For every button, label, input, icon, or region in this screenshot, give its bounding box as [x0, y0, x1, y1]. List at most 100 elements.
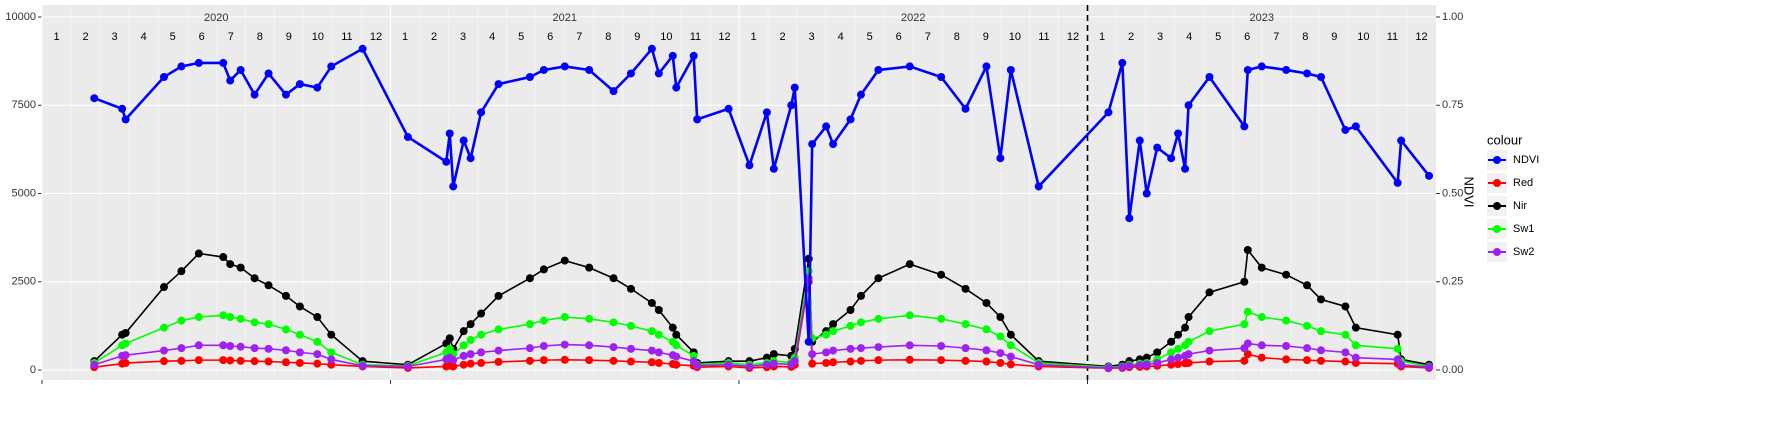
- data-point: [609, 343, 618, 352]
- data-point: [177, 344, 186, 353]
- data-point: [466, 320, 475, 329]
- data-point: [1243, 350, 1252, 359]
- y2-tick-label: 0.50: [1442, 187, 1463, 199]
- data-point: [327, 62, 336, 71]
- data-point: [177, 62, 186, 71]
- data-point: [654, 348, 663, 357]
- data-point: [1153, 143, 1162, 152]
- data-point: [1205, 357, 1214, 366]
- data-point: [539, 65, 548, 74]
- data-point: [219, 341, 228, 350]
- legend-key-point: [1493, 179, 1501, 187]
- data-point: [281, 346, 290, 355]
- data-point: [1243, 65, 1252, 74]
- month-label: 12: [1067, 31, 1079, 43]
- legend-key-point: [1493, 202, 1501, 210]
- data-point: [560, 355, 569, 364]
- y-tick-label: 7500: [12, 99, 36, 111]
- data-point: [874, 274, 883, 283]
- data-point: [1351, 341, 1360, 350]
- data-point: [808, 350, 817, 359]
- data-point: [281, 358, 290, 367]
- month-label: 5: [518, 31, 524, 43]
- data-point: [856, 90, 865, 99]
- data-point: [822, 348, 831, 357]
- data-point: [281, 325, 290, 334]
- data-point: [459, 341, 468, 350]
- data-point: [647, 327, 656, 336]
- data-point: [1351, 323, 1360, 332]
- data-point: [982, 346, 991, 355]
- data-point: [996, 154, 1005, 163]
- month-label: 2: [780, 31, 786, 43]
- data-point: [937, 73, 946, 82]
- data-point: [295, 330, 304, 339]
- data-point: [459, 327, 468, 336]
- data-point: [1167, 348, 1176, 357]
- data-point: [539, 265, 548, 274]
- data-point: [159, 323, 168, 332]
- data-point: [961, 344, 970, 353]
- data-point: [1303, 356, 1312, 365]
- data-point: [874, 314, 883, 323]
- data-point: [769, 350, 778, 359]
- month-label: 12: [1415, 31, 1427, 43]
- data-point: [177, 267, 186, 276]
- data-point: [647, 44, 656, 53]
- data-point: [1303, 344, 1312, 353]
- data-point: [654, 305, 663, 314]
- month-label: 10: [312, 31, 324, 43]
- data-point: [1174, 344, 1183, 353]
- data-point: [1397, 360, 1406, 369]
- data-point: [856, 318, 865, 327]
- month-label: 9: [634, 31, 640, 43]
- month-label: 11: [690, 31, 701, 43]
- data-point: [403, 362, 412, 371]
- data-point: [822, 330, 831, 339]
- legend-label: Nir: [1513, 200, 1527, 212]
- data-point: [585, 65, 594, 74]
- data-point: [1167, 154, 1176, 163]
- data-point: [560, 340, 569, 349]
- data-point: [1135, 361, 1144, 370]
- data-point: [159, 73, 168, 82]
- data-point: [477, 108, 486, 117]
- data-point: [1282, 342, 1291, 351]
- data-point: [609, 274, 618, 283]
- data-point: [1341, 357, 1350, 366]
- data-point: [626, 284, 635, 293]
- data-point: [264, 69, 273, 78]
- data-point: [459, 351, 468, 360]
- data-point: [693, 115, 702, 124]
- legend-label: Sw1: [1513, 223, 1534, 235]
- legend-key-point: [1493, 248, 1501, 256]
- data-point: [654, 69, 663, 78]
- data-point: [982, 62, 991, 71]
- y2-tick-label: 0.25: [1442, 276, 1463, 288]
- data-point: [327, 355, 336, 364]
- data-point: [822, 358, 831, 367]
- data-point: [494, 346, 503, 355]
- data-point: [219, 58, 228, 67]
- series-ndvi: [90, 44, 1434, 346]
- data-point: [1034, 182, 1043, 191]
- data-point: [159, 357, 168, 366]
- data-point: [1125, 214, 1134, 223]
- data-point: [295, 302, 304, 311]
- data-point: [313, 313, 322, 322]
- data-point: [539, 342, 548, 351]
- data-point: [874, 65, 883, 74]
- month-label: 2: [1128, 31, 1134, 43]
- data-point: [313, 83, 322, 92]
- data-point: [1034, 360, 1043, 369]
- month-label: 12: [718, 31, 730, 43]
- data-point: [219, 356, 228, 365]
- data-point: [1153, 348, 1162, 357]
- data-point: [236, 314, 245, 323]
- y2-tick-label: 0.75: [1442, 99, 1463, 111]
- month-label: 7: [925, 31, 931, 43]
- data-point: [668, 51, 677, 60]
- data-point: [1282, 270, 1291, 279]
- month-label: 1: [750, 31, 756, 43]
- y-tick-label: 0: [30, 364, 36, 376]
